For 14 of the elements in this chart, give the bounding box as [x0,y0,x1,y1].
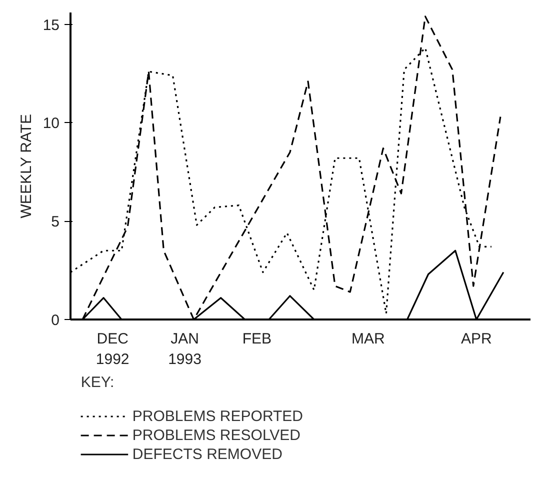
legend-label: PROBLEMS RESOLVED [132,427,301,444]
x-tick-label: FEB [242,330,272,348]
x-tick-label: APR [460,330,492,348]
x-tick-label: DEC 1992 [96,330,130,368]
y-tick-label: 0 [51,312,60,329]
y-tick-label: 10 [42,115,60,132]
y-axis-title: WEEKLY RATE [18,114,35,218]
x-tick-label: MAR [351,330,385,348]
legend-label: DEFECTS REMOVED [132,446,283,463]
y-tick-label: 15 [42,16,60,34]
legend-title: KEY: [80,374,114,391]
legend-label: PROBLEMS REPORTED [132,408,304,425]
y-tick-label: 5 [51,214,60,231]
x-tick-label: JAN 1993 [168,330,202,368]
